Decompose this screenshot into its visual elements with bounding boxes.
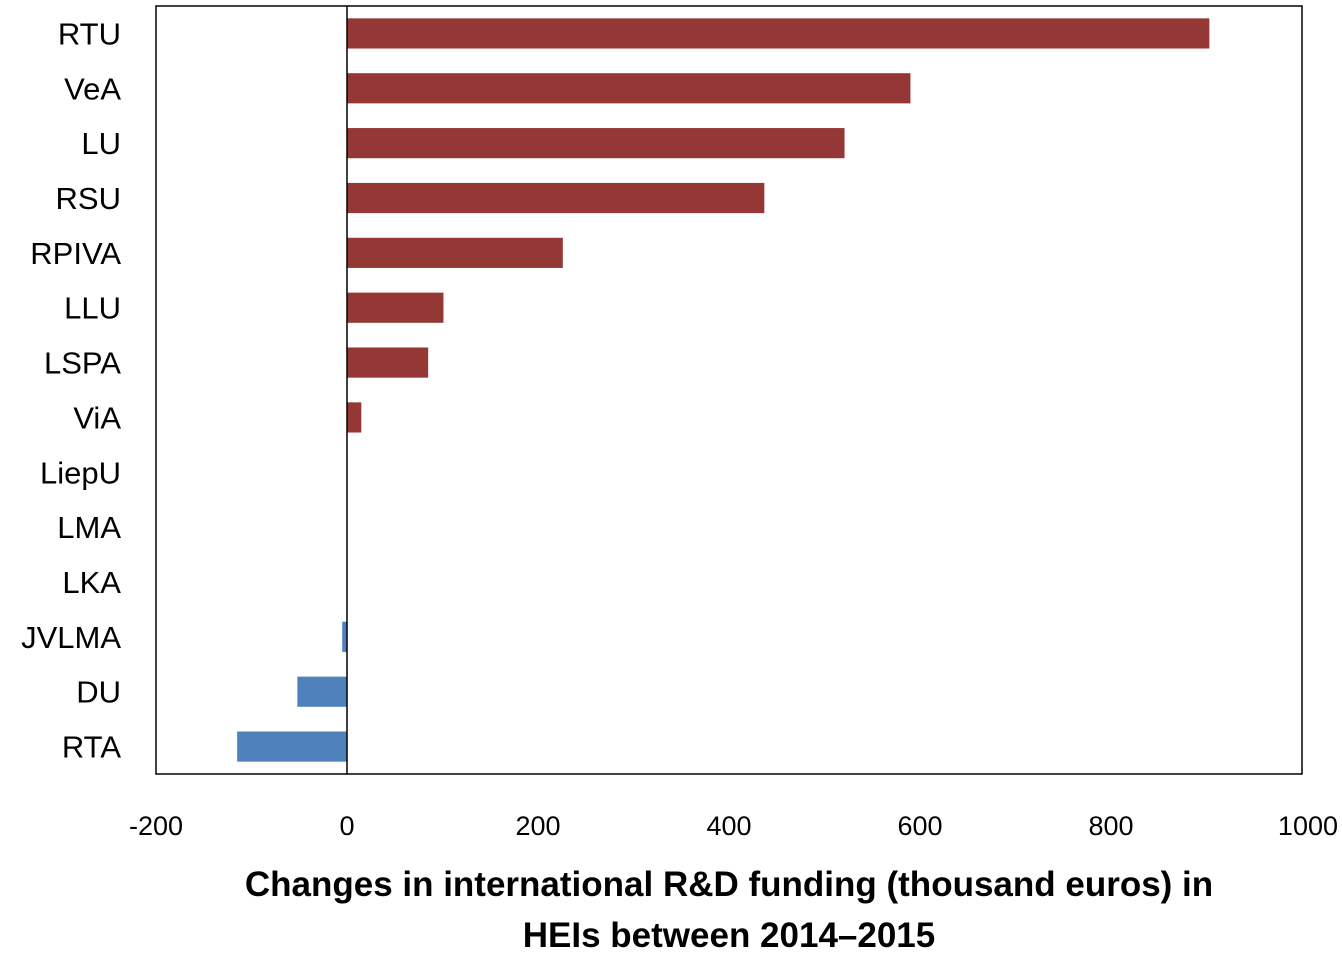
category-label-llu: LLU — [64, 291, 121, 326]
category-label-vea: VeA — [64, 71, 121, 106]
category-label-liepu: LiepU — [40, 455, 121, 490]
x-tick-label: -200 — [129, 811, 183, 841]
category-label-lma: LMA — [57, 510, 121, 545]
bar-vea — [347, 73, 910, 103]
category-label-rtu: RTU — [58, 16, 121, 51]
bar-rta — [237, 731, 347, 761]
category-label-du: DU — [76, 675, 121, 710]
category-label-via: ViA — [73, 400, 121, 435]
bars-group — [237, 18, 1209, 761]
bar-lu — [347, 128, 845, 158]
bar-lspa — [347, 347, 428, 377]
bar-rtu — [347, 18, 1209, 48]
x-tick-label: 1000 — [1278, 811, 1338, 841]
category-label-rta: RTA — [62, 730, 121, 765]
bar-rsu — [347, 183, 764, 213]
bar-llu — [347, 293, 443, 323]
x-axis-label-line-2: HEIs between 2014–2015 — [523, 916, 935, 953]
category-label-jvlma: JVLMA — [21, 620, 121, 655]
bar-via — [347, 402, 361, 432]
x-axis-label-line-1: Changes in international R&D funding (th… — [245, 865, 1213, 904]
x-tick-label: 600 — [897, 811, 942, 841]
category-label-lu: LU — [81, 126, 121, 161]
category-label-rpiva: RPIVA — [30, 236, 121, 271]
bar-rpiva — [347, 238, 563, 268]
x-tick-labels: -200 0 200 400 600 800 1000 — [129, 811, 1338, 841]
x-tick-label: 400 — [706, 811, 751, 841]
category-label-lspa: LSPA — [44, 346, 121, 381]
x-tick-label: 200 — [515, 811, 560, 841]
category-labels: RTU VeA LU RSU RPIVA LLU LSPA ViA LiepU LMA LKA JVL… — [21, 16, 121, 764]
category-label-rsu: RSU — [56, 181, 121, 216]
x-tick-label: 0 — [339, 811, 354, 841]
bar-du — [297, 677, 347, 707]
plot-frame — [156, 6, 1302, 774]
category-label-lka: LKA — [62, 565, 121, 600]
x-tick-label: 800 — [1088, 811, 1133, 841]
